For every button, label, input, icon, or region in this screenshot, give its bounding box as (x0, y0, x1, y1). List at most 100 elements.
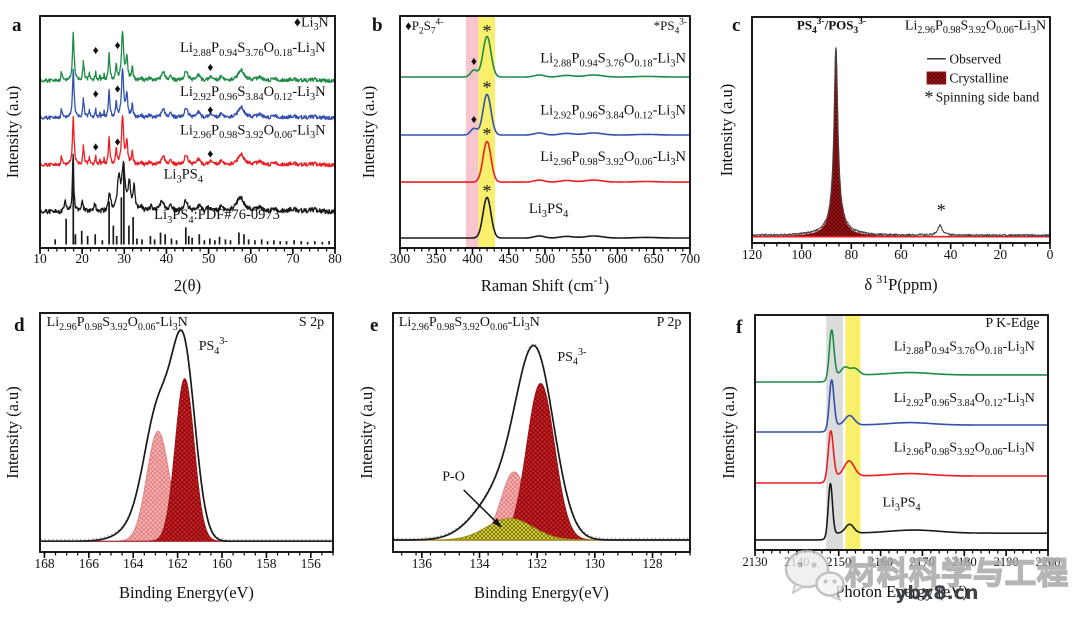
legend-label: Crystalline (949, 71, 1008, 86)
y-axis-label: Intensity (a.u) (720, 386, 738, 479)
x-tick-label: 2150 (826, 555, 851, 569)
trace (754, 482, 1049, 541)
x-tick-label: 10 (33, 251, 47, 266)
x-axis-label: δ 31P(ppm) (864, 272, 937, 294)
annotation-label: ♦P2S74- (405, 17, 443, 36)
x-tick-label: 50 (202, 251, 216, 266)
x-tick-label: 160 (212, 556, 233, 571)
trace (751, 47, 1051, 237)
trace (39, 115, 336, 168)
highlight-band (478, 16, 495, 248)
x-tick-label: 156 (301, 556, 322, 571)
annotation-label: Li2.96P0.98S3.92O0.06-Li3N (540, 149, 686, 168)
diamond-marker: ♦ (207, 60, 213, 74)
x-axis-label: 2(θ) (174, 276, 201, 295)
legend-box-sample (926, 71, 947, 85)
x-tick-label: 120 (742, 247, 763, 262)
star-marker: * (483, 181, 492, 201)
y-axis-label: Intensity (a.u) (3, 386, 22, 479)
x-tick-label: 162 (167, 556, 187, 571)
legend-label: Spinning side band (936, 90, 1040, 105)
x-tick-label: 500 (535, 251, 556, 266)
x-tick-label: 40 (160, 251, 174, 266)
x-tick-label: 168 (34, 556, 55, 571)
panel-b-raman: 300 350 400 450 500 550 600 650 700 Raman Shift (… (359, 0, 720, 300)
diamond-marker: ♦ (114, 135, 120, 149)
annotation-label: Li2.96P0.98S3.92O0.06-Li3N (399, 315, 540, 333)
x-tick-label: 2200 (1036, 555, 1061, 569)
x-tick-label: 136 (412, 556, 433, 571)
axes-box (392, 312, 691, 553)
x-tick-label: 80 (328, 251, 342, 266)
trace (399, 140, 691, 183)
panel-f-xanes: 2130 2140 2150 2160 2170 2180 2190 2200 Photon E… (719, 300, 1080, 621)
panel-letter: c (732, 15, 740, 36)
x-tick-label: 2180 (952, 555, 977, 569)
x-tick-label: 2190 (994, 555, 1019, 569)
annotation-label: Li2.88P0.94S3.76O0.18-Li3N (894, 339, 1035, 357)
diamond-marker: ♦ (114, 81, 120, 95)
star-marker: * (937, 200, 946, 220)
trace (39, 30, 336, 84)
diamond-marker: ♦ (471, 112, 477, 126)
x-axis-label: Raman Shift (cm-1) (481, 273, 609, 295)
annotation-label: Li3PS4 (882, 496, 920, 514)
star-marker: * (483, 124, 492, 144)
annotation-label: Li2.96P0.98S3.92O0.06-Li3N (180, 122, 326, 141)
x-tick-label: 60 (244, 251, 258, 266)
y-axis-label: Intensity (a.u) (360, 386, 376, 479)
annotation-label: Li3PS4 (529, 201, 569, 220)
trace (39, 153, 336, 215)
annotation-label: ♦Li3N (294, 15, 329, 33)
axes-box (39, 312, 334, 553)
annotation-label: S 2p (299, 315, 324, 330)
x-tick-label: 0 (1047, 247, 1054, 262)
axes-box (39, 15, 336, 249)
panel-e-plot: 136 134 132 130 128 Binding Energy(eV) Intensi… (357, 300, 720, 621)
trace (754, 379, 1049, 433)
trace (39, 68, 336, 121)
annotation-label: Li3PS4 (164, 166, 204, 185)
highlight-band (845, 315, 861, 550)
x-tick-label: 30 (118, 251, 132, 266)
x-tick-label: 2170 (910, 555, 935, 569)
trace (39, 329, 334, 543)
diamond-marker: ♦ (114, 38, 120, 52)
panel-d-plot: 168 166 164 162 160 158 156 Binding Energy(eV) I… (0, 300, 360, 621)
trace (754, 329, 1049, 383)
x-tick-label: 130 (585, 556, 606, 571)
panel-a-xrd: 10 20 30 40 50 60 70 80 2(θ) Intensity (a.u) a ♦Li3… (0, 0, 360, 300)
x-tick-label: 100 (792, 247, 813, 262)
x-tick-label: 70 (286, 251, 300, 266)
x-tick-label: 2160 (868, 555, 893, 569)
y-axis-label: Intensity (a.u) (3, 86, 22, 179)
y-axis-label: Intensity (a.u) (360, 86, 378, 179)
annotation-label: Li3PS4:PDF#76-0973 (154, 207, 280, 226)
panel-c-plot: 120 100 80 60 40 20 0 δ 31P(ppm) Intensity (a.u)… (717, 0, 1080, 300)
panel-letter: f (736, 317, 743, 338)
star-marker: * (483, 21, 492, 41)
annotation-label: Li2.92P0.96S3.84O0.12-Li3N (180, 84, 326, 103)
highlight-band (826, 315, 843, 550)
diamond-marker: ♦ (93, 43, 99, 57)
annotation-label: P K-Edge (985, 316, 1039, 331)
x-tick-label: 2140 (784, 555, 809, 569)
x-tick-label: 80 (845, 247, 859, 262)
highlight-band (465, 16, 479, 248)
trace (399, 35, 691, 78)
panel-letter: d (14, 315, 25, 336)
x-tick-label: 60 (894, 247, 908, 262)
annotation-label: PS43- (199, 336, 228, 357)
trace (392, 344, 691, 541)
x-tick-label: 164 (123, 556, 144, 571)
x-tick-label: 134 (469, 556, 490, 571)
x-tick-label: 600 (607, 251, 628, 266)
annotation-label: P 2p (657, 315, 682, 330)
x-tick-label: 132 (527, 556, 547, 571)
x-tick-label: 300 (390, 251, 411, 266)
x-tick-label: 400 (462, 251, 483, 266)
panel-f-plot: 2130 2140 2150 2160 2170 2180 2190 2200 Photon E… (719, 300, 1080, 621)
x-tick-label: 2130 (743, 555, 768, 569)
legend-label: Observed (949, 51, 1001, 66)
